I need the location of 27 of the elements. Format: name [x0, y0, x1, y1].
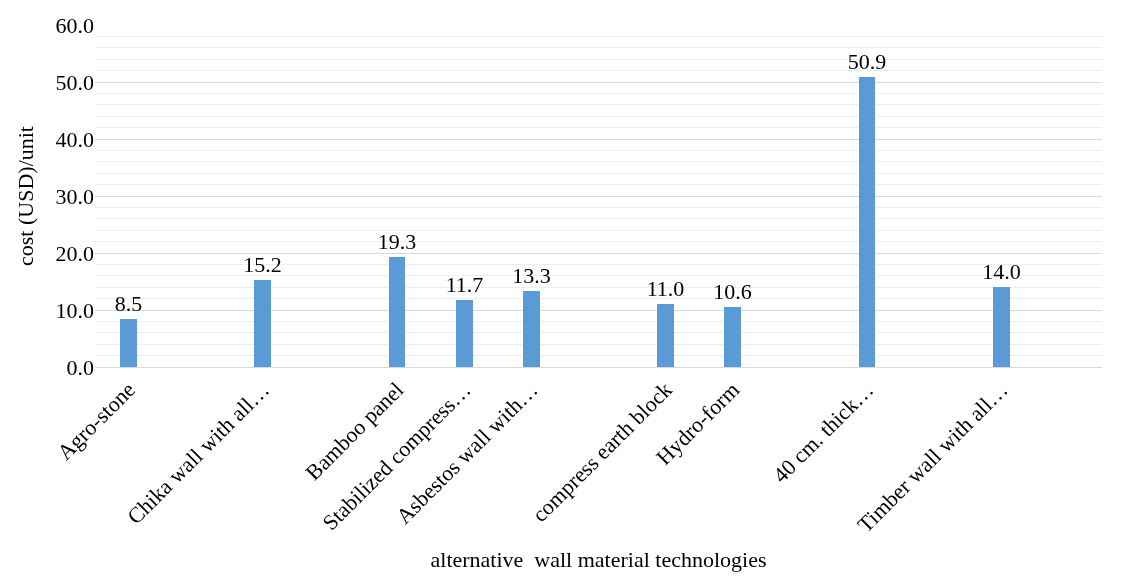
- y-tick-label: 30.0: [55, 183, 94, 209]
- bar: [389, 257, 405, 367]
- y-tick-label: 50.0: [55, 69, 94, 95]
- data-label: 13.3: [512, 263, 551, 288]
- y-tick-label: 60.0: [55, 12, 94, 38]
- bar: [724, 307, 741, 367]
- bar: [993, 287, 1010, 367]
- bar: [859, 77, 875, 367]
- data-label: 8.5: [114, 291, 143, 316]
- x-axis-title: alternative wall material technologies: [430, 547, 767, 573]
- bar: [456, 300, 473, 367]
- y-axis-title: cost (USD)/unit: [13, 126, 39, 266]
- y-tick-label: 10.0: [55, 297, 94, 323]
- data-label: 19.3: [377, 229, 417, 254]
- data-label: 10.6: [713, 279, 752, 304]
- y-tick-label: 0.0: [66, 354, 94, 380]
- data-label: 14.0: [982, 259, 1021, 284]
- bar: [657, 304, 674, 367]
- data-label: 11.7: [445, 272, 484, 297]
- data-label: 15.2: [243, 252, 282, 277]
- y-tick-label: 20.0: [55, 240, 94, 266]
- y-tick-label: 40.0: [55, 126, 94, 152]
- bar: [120, 319, 137, 367]
- bar: [523, 291, 540, 367]
- data-label: 11.0: [646, 276, 685, 301]
- data-label: 50.9: [847, 49, 887, 74]
- bar: [254, 280, 271, 367]
